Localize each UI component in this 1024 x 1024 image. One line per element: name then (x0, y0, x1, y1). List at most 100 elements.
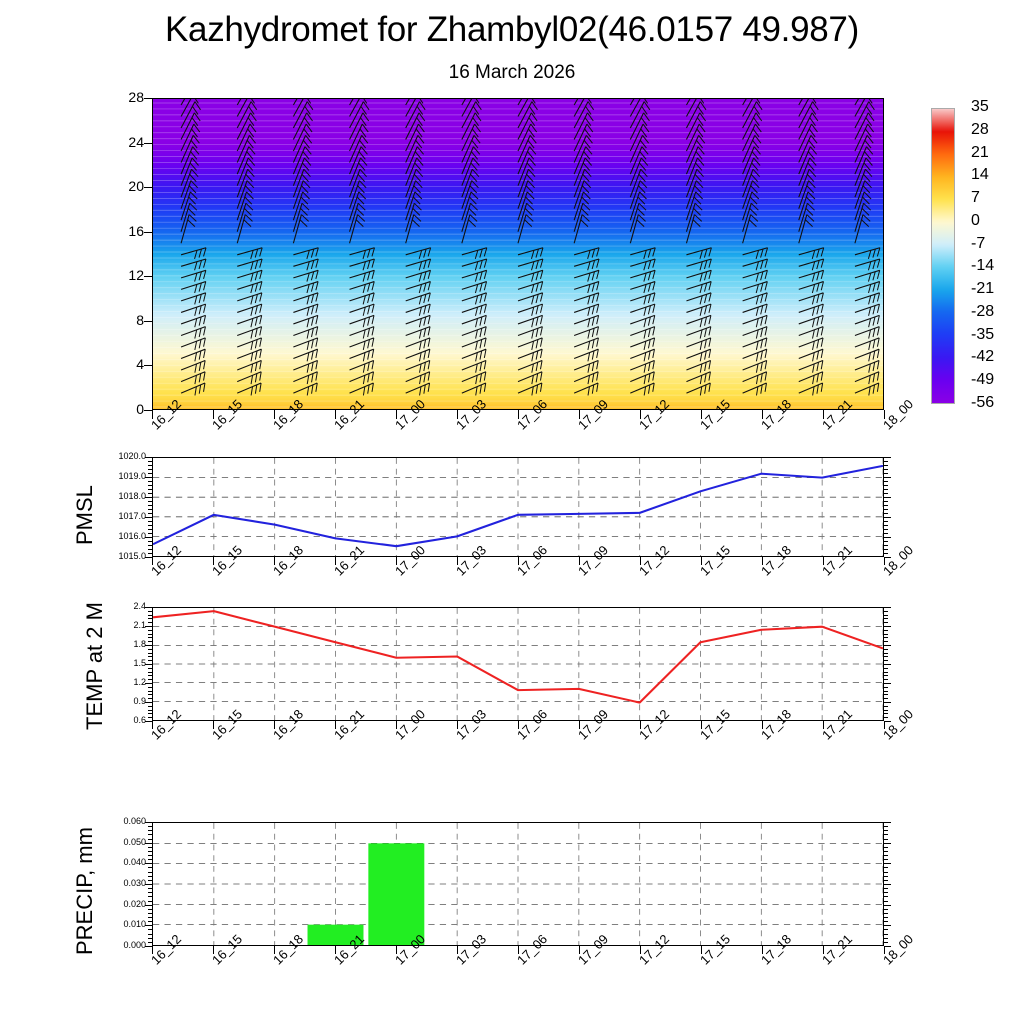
wind-barb-flag (535, 282, 539, 292)
wind-barb-flag (866, 135, 874, 144)
wind-barb-staff (349, 247, 375, 256)
wind-barb-flag (876, 349, 880, 359)
wind-barb-flag (531, 352, 534, 362)
axis-tick-minor (884, 549, 888, 550)
wind-barb-flag (816, 362, 820, 372)
axis-tick-minor (148, 842, 152, 844)
wind-barb-flag (637, 207, 645, 216)
wind-barb-staff (573, 382, 599, 394)
wind-barb-flag (531, 261, 535, 271)
wind-barb-flag (699, 250, 703, 260)
wind-barb-staff (236, 146, 250, 175)
wind-barb-flag (816, 305, 820, 315)
pmsl-ytick-label: 1017.0 (118, 511, 146, 521)
wind-barb-flag (699, 295, 703, 305)
wind-barb-flag (531, 329, 535, 339)
axis-tick-minor (148, 629, 152, 631)
wind-barb-flag (198, 384, 202, 394)
wind-barb-flag (247, 128, 255, 138)
wind-barb-flag (652, 258, 656, 268)
wind-barb-flag (583, 180, 592, 189)
wind-barb-flag (540, 281, 544, 291)
wind-barb-flag (187, 207, 196, 216)
wind-barb-flag (750, 173, 759, 183)
wind-barb-flag (587, 329, 591, 339)
wind-barb-staff (405, 269, 431, 279)
axis-tick-minor (884, 933, 888, 935)
cross-section-xtick (579, 410, 580, 419)
wind-barb-flag (596, 337, 599, 347)
wind-barb-flag (367, 350, 370, 360)
wind-barb-flag (809, 157, 817, 166)
wind-barb-flag (699, 341, 703, 351)
wind-barb-flag (483, 349, 487, 359)
wind-barb-staff (798, 146, 811, 175)
wind-barb-flag (245, 173, 253, 183)
wind-barb-flag (413, 173, 422, 183)
wind-barb-staff (686, 303, 712, 313)
wind-barb-staff (461, 214, 471, 244)
axis-tick-minor (148, 822, 152, 823)
cross-section-xtick (640, 410, 641, 419)
cross-section-ytick (144, 187, 152, 189)
wind-barb-flag (418, 123, 425, 133)
axis-tick-minor (148, 917, 152, 919)
wind-barb-flag (876, 360, 880, 370)
data-line (153, 610, 883, 704)
wind-barb-flag (475, 375, 478, 385)
axis-tick-minor (148, 633, 152, 635)
wind-barb-staff (798, 348, 824, 360)
wind-barb-staff (237, 281, 263, 290)
cross-section-ytick-label: 16 (128, 222, 144, 239)
wind-barb-flag (708, 281, 712, 291)
wind-barb-staff (292, 123, 307, 152)
wind-barb-staff (405, 112, 420, 140)
axis-tick-minor (148, 521, 152, 522)
wind-barb-flag (306, 295, 310, 305)
axis-tick-minor (884, 904, 888, 906)
wind-barb-flag (193, 123, 201, 133)
axis-tick-minor (884, 457, 888, 458)
wind-barb-staff (630, 247, 656, 256)
wind-barb-flag (301, 214, 309, 222)
wind-barb-flag (371, 258, 375, 268)
cross-section-xtick (884, 410, 885, 419)
wind-barb-staff (461, 258, 487, 267)
wind-barb-flag (306, 375, 310, 385)
wind-barb-flag (254, 305, 258, 315)
wind-barb-flag (591, 260, 596, 270)
wind-barb-flag (539, 360, 543, 370)
wind-barb-staff (854, 157, 867, 186)
wind-barb-flag (358, 191, 367, 200)
wind-barb-flag (423, 350, 427, 360)
wind-barb-staff (236, 169, 249, 198)
wind-barb-flag (585, 135, 593, 144)
wind-barb-flag (820, 326, 824, 336)
wind-barb-flag (469, 185, 478, 194)
wind-barb-flag (698, 135, 706, 144)
wind-barb-staff (686, 348, 711, 360)
axis-tick-x (396, 721, 397, 729)
wind-barb-staff (293, 326, 318, 336)
wind-barb-flag (315, 303, 319, 313)
wind-barb-flag (423, 373, 426, 383)
wind-barb-flag (304, 146, 312, 155)
wind-barb-flag (250, 318, 254, 328)
axis-tick-minor (884, 838, 888, 840)
wind-barb-staff (405, 123, 419, 152)
wind-barb-staff (349, 135, 363, 163)
temp-at-2m-xtick-label: 18_00 (880, 706, 917, 743)
wind-barb-staff (405, 371, 430, 383)
wind-barb-staff (742, 258, 768, 267)
wind-barb-flag (816, 282, 820, 292)
wind-barb-flag (872, 248, 876, 258)
wind-barb-flag (587, 375, 590, 385)
wind-barb-flag (876, 337, 880, 347)
wind-barb-flag (581, 185, 590, 194)
pmsl-plot (152, 457, 884, 557)
wind-barb-staff (349, 99, 354, 106)
wind-barb-flag (483, 281, 488, 291)
wind-barb-staff (517, 303, 543, 313)
wind-barb-flag (820, 382, 824, 392)
wind-barb-staff (742, 269, 768, 279)
